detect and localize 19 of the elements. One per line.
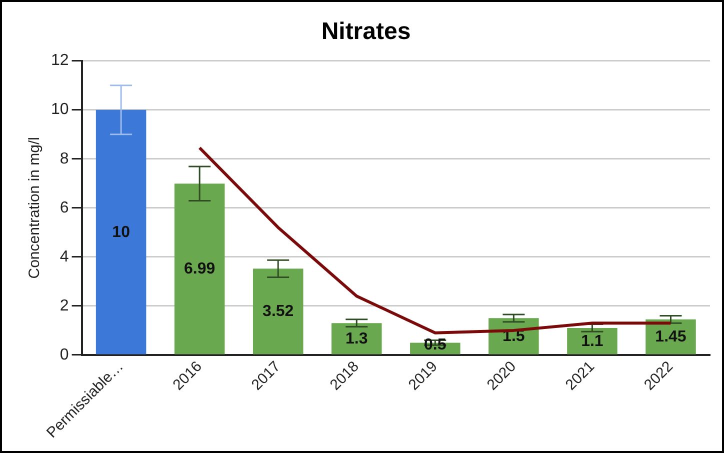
y-tick-label: 0 — [60, 346, 69, 364]
data-label: 1.45 — [655, 328, 686, 346]
chart-title: Nitrates — [321, 18, 411, 46]
y-axis-title: Concentration in mg/l — [26, 137, 44, 279]
y-tick-label: 6 — [60, 199, 69, 216]
data-label: 3.52 — [262, 303, 294, 320]
data-label: 6.99 — [184, 260, 216, 278]
bar — [96, 110, 146, 354]
bar — [252, 268, 304, 354]
bar — [332, 323, 382, 354]
y-tick-label: 2 — [60, 297, 69, 314]
y-tick-label: 12 — [51, 52, 69, 70]
y-tick-label: 8 — [60, 150, 69, 168]
y-tick-label: 10 — [51, 101, 69, 118]
bar — [174, 184, 225, 354]
data-label: 10 — [112, 224, 130, 241]
data-label: 1.3 — [346, 330, 368, 348]
data-label: 1.1 — [581, 332, 604, 350]
y-tick-label: 4 — [60, 248, 69, 266]
